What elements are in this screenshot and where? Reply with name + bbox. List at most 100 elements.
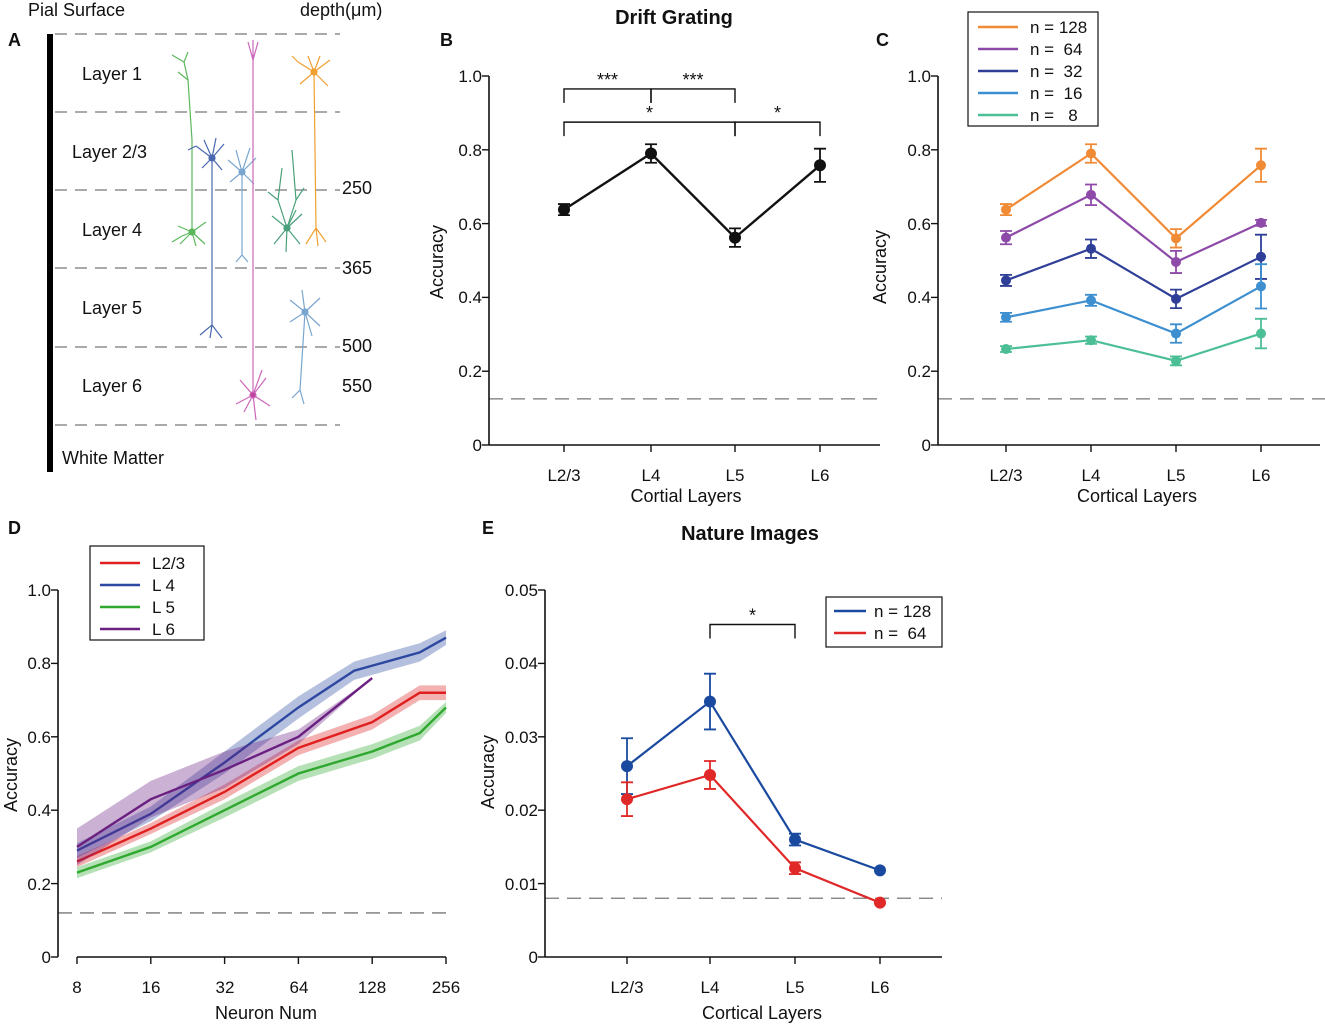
chart-b-significance-bracket (734, 121, 821, 137)
chart-e-series-n-128-point (621, 760, 633, 773)
chart-d-xtick-label: 64 (290, 978, 309, 997)
chart-b-significance-label: *** (682, 70, 703, 90)
chart-e-legend: n = 128 n = 64 (825, 596, 943, 648)
chart-c-series-n-32-point (1171, 293, 1181, 304)
lightblue-neuron-layer23 (227, 147, 257, 263)
chart-d-xtick-label: 16 (142, 978, 161, 997)
chart-d-ytick-label: 0.8 (27, 654, 51, 673)
chart-c-y-tick-labels: 0 0.2 0.4 0.6 0.8 1.0 (907, 67, 931, 455)
chart-c-ytick-label: 1.0 (907, 67, 931, 86)
panel-d-neuron-num-chart: D 0 0.2 0.4 0.6 0.8 1.0 8 16 32 64 128 2… (1, 518, 460, 1023)
chart-b-ytick-label: 0.4 (458, 288, 482, 307)
legend-entry-label: n = 64 (874, 624, 926, 643)
chart-b-xtick-label: L2/3 (547, 466, 580, 485)
chart-b-series-accuracy-point (814, 159, 826, 172)
chart-e-ytick-label: 0 (529, 948, 538, 967)
chart-e-xtick-label: L4 (701, 978, 720, 997)
chart-b-series-accuracy-point (558, 203, 570, 216)
chart-b-x-tick-labels: L2/3 L4 L5 L6 (547, 466, 829, 485)
chart-b-plot-area: *** **** * (482, 70, 880, 452)
chart-b-x-axis-label: Cortial Layers (630, 486, 741, 506)
chart-c-series-n-16-point (1086, 295, 1096, 306)
chart-c-series-n-32-point (1256, 251, 1266, 262)
chart-c-x-axis-label: Cortical Layers (1077, 486, 1197, 506)
pial-surface-label: Pial Surface (28, 0, 125, 20)
panel-label-e: E (482, 518, 494, 538)
chart-c-x-tick-labels: L2/3 L4 L5 L6 (989, 466, 1270, 485)
layer-6-label: Layer 6 (82, 376, 142, 396)
chart-c-series-n-128-point (1086, 148, 1096, 159)
chart-c-series-n-64-point (1001, 232, 1011, 243)
chart-e-x-tick-labels: L2/3 L4 L5 L6 (610, 978, 889, 997)
chart-d-series-l-5-error-band (77, 701, 446, 879)
chart-c-series-n-16-point (1171, 328, 1181, 339)
chart-d-xtick-label: 8 (72, 978, 81, 997)
chart-c-ytick-label: 0.2 (907, 362, 931, 381)
chart-b-significance-bracket (563, 88, 652, 103)
chart-c-series-n-128-line (1005, 152, 1262, 240)
chart-b-y-tick-labels: 0 0.2 0.4 0.6 0.8 1.0 (458, 67, 482, 455)
panel-a-cortical-layers-diagram: A Pial Surface depth(μm) Layer 1 Layer 2… (8, 0, 382, 472)
chart-c-xtick-label: L2/3 (989, 466, 1022, 485)
panel-label-b: B (440, 30, 453, 50)
panel-c-neuron-count-chart: C 0 0.2 0.4 0.6 0.8 1.0 L2/3 L4 L5 L6 Co… (870, 11, 1325, 506)
chart-c-series-n-8-point (1001, 344, 1011, 355)
layer-boundaries (55, 33, 340, 426)
depth-365-label: 365 (342, 258, 372, 278)
chart-d-ytick-label: 0.6 (27, 728, 51, 747)
chart-c-series-n-64-point (1086, 189, 1096, 200)
depth-label: depth(μm) (300, 0, 382, 20)
chart-e-title: Nature Images (681, 523, 819, 545)
chart-d-series-l-5-line (76, 706, 447, 874)
green-neuron-layer4 (171, 51, 207, 247)
chart-c-series-n-64-point (1171, 256, 1181, 267)
chart-c-series-n-32-line (1005, 247, 1262, 301)
chart-b-series-accuracy-point (729, 231, 741, 244)
chart-e-ytick-label: 0.01 (505, 875, 538, 894)
legend-entry-label: L2/3 (152, 554, 185, 573)
chart-b-xtick-label: L4 (642, 466, 661, 485)
layer-2-3-label: Layer 2/3 (72, 142, 147, 162)
chart-c-series-n-32-point (1001, 275, 1011, 286)
legend-entry-label: n = 32 (1030, 62, 1082, 81)
chart-e-series-n-64-point (789, 862, 801, 875)
chart-e-xtick-label: L6 (871, 978, 890, 997)
chart-c-series-n-16-line (1005, 285, 1262, 335)
chart-e-ytick-label: 0.05 (505, 581, 538, 600)
chart-e-series-n-128-point (789, 833, 801, 846)
chart-c-series-n-16-point (1256, 281, 1266, 292)
chart-e-series-n-128-point (874, 864, 886, 877)
panel-b-drift-grating-chart: B Drift Grating 0 0.2 0.4 0.6 0.8 1.0 L2… (427, 7, 880, 506)
chart-c-xtick-label: L4 (1082, 466, 1101, 485)
chart-c-series-n-8-line (1005, 332, 1262, 363)
chart-d-series-l-4-line (76, 636, 447, 852)
chart-d-y-tick-labels: 0 0.2 0.4 0.6 0.8 1.0 (27, 581, 51, 967)
chart-c-xtick-label: L5 (1167, 466, 1186, 485)
chart-e-xtick-label: L2/3 (610, 978, 643, 997)
chart-c-legend: n = 128 n = 64 n = 32 n = 16 n = 8 (967, 11, 1099, 127)
legend-entry-label: n = 128 (1030, 18, 1087, 37)
chart-b-series-accuracy-line (563, 151, 821, 240)
chart-d-x-axis-label: Neuron Num (215, 1003, 317, 1023)
pink-pyramidal-neuron (235, 40, 271, 421)
chart-e-xtick-label: L5 (786, 978, 805, 997)
chart-e-plot-area: * (538, 589, 942, 964)
chart-d-ytick-label: 1.0 (27, 581, 51, 600)
chart-d-xtick-label: 32 (216, 978, 235, 997)
legend-entry-label: n = 128 (874, 602, 931, 621)
chart-d-plot-area (51, 589, 450, 964)
chart-c-series-n-128-point (1001, 204, 1011, 215)
chart-e-y-axis-label: Accuracy (478, 735, 498, 809)
chart-b-significance-label: * (646, 103, 653, 123)
chart-c-xtick-label: L6 (1252, 466, 1271, 485)
panel-label-a: A (8, 30, 21, 50)
legend-entry-label: L 6 (152, 620, 175, 639)
legend-entry-label: n = 8 (1030, 106, 1078, 125)
chart-b-ytick-label: 1.0 (458, 67, 482, 86)
chart-c-series-n-64-point (1256, 217, 1266, 228)
chart-b-xtick-label: L6 (811, 466, 830, 485)
depth-250-label: 250 (342, 178, 372, 198)
chart-e-y-tick-labels: 0 0.01 0.02 0.03 0.04 0.05 (505, 581, 538, 967)
panel-label-c: C (876, 30, 889, 50)
chart-e-ytick-label: 0.02 (505, 801, 538, 820)
